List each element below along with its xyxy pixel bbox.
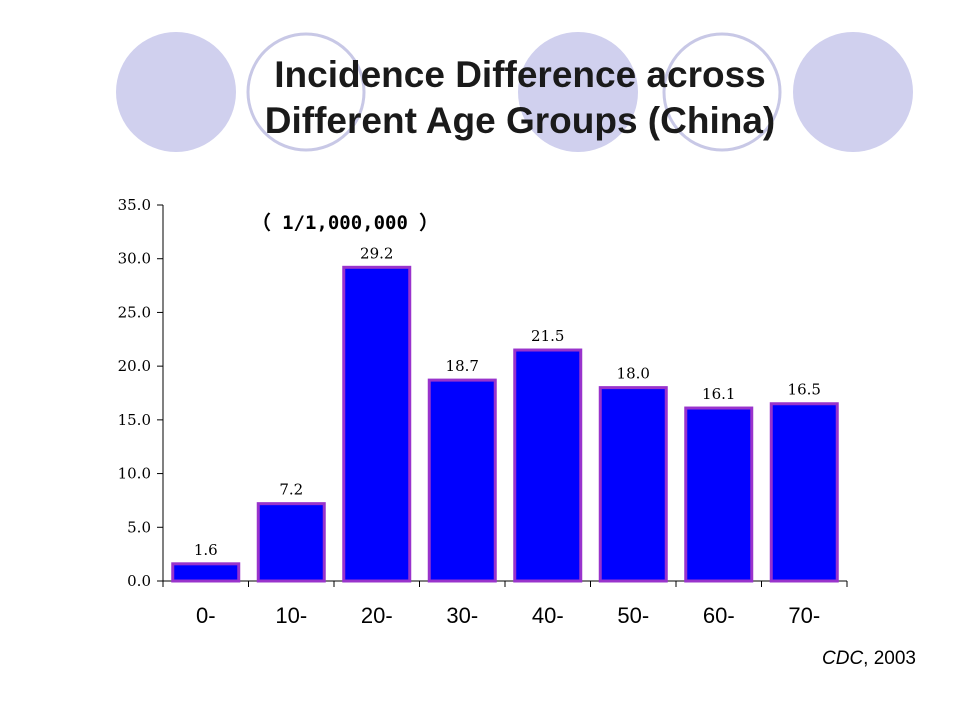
source-citation: CDC, 2003 [822,648,916,670]
source-org: CDC [822,648,864,669]
deco-circle [116,32,236,152]
y-tick-label: 10.0 [118,465,151,483]
y-tick-label: 0.0 [127,572,151,590]
x-tick-label: 10- [275,603,307,628]
y-tick-label: 25.0 [118,303,151,321]
bar-value-label: 16.1 [702,385,735,403]
title-line-1: Incidence Difference across [274,54,766,95]
bar-value-label: 7.2 [279,481,303,499]
x-tick-label: 20- [361,603,393,628]
deco-circle [518,32,638,152]
y-tick-label: 20.0 [118,357,151,375]
bar-value-label: 18.0 [617,365,650,383]
bar-value-label: 18.7 [446,357,479,375]
x-tick-label: 30- [446,603,478,628]
bar [342,265,412,583]
deco-ring [662,32,782,152]
x-tick-label: 40- [532,603,564,628]
y-tick-label: 35.0 [118,196,151,214]
bar [769,402,839,583]
deco-circle [793,32,913,152]
x-tick-label: 0- [196,603,216,628]
bar [598,386,668,583]
bar-value-label: 16.5 [788,381,821,399]
bar-value-label: 1.6 [194,541,218,559]
bar-value-label: 29.2 [360,244,393,262]
bar [256,502,326,583]
y-tick-label: 5.0 [127,518,151,536]
bar [171,562,241,583]
slide-title: Incidence Difference across Different Ag… [130,52,910,144]
x-tick-label: 50- [617,603,649,628]
y-tick-label: 15.0 [118,411,151,429]
x-tick-label: 60- [703,603,735,628]
x-tick-label: 70- [788,603,820,628]
title-line-2: Different Age Groups (China) [264,100,776,141]
bar [427,378,497,583]
source-year: , 2003 [863,648,916,669]
unit-label: （ 1/1,000,000 ） [252,211,439,234]
deco-ring [246,32,366,152]
bar [513,348,583,583]
y-tick-label: 30.0 [118,250,151,268]
bar-value-label: 21.5 [531,327,564,345]
bar [684,406,754,583]
